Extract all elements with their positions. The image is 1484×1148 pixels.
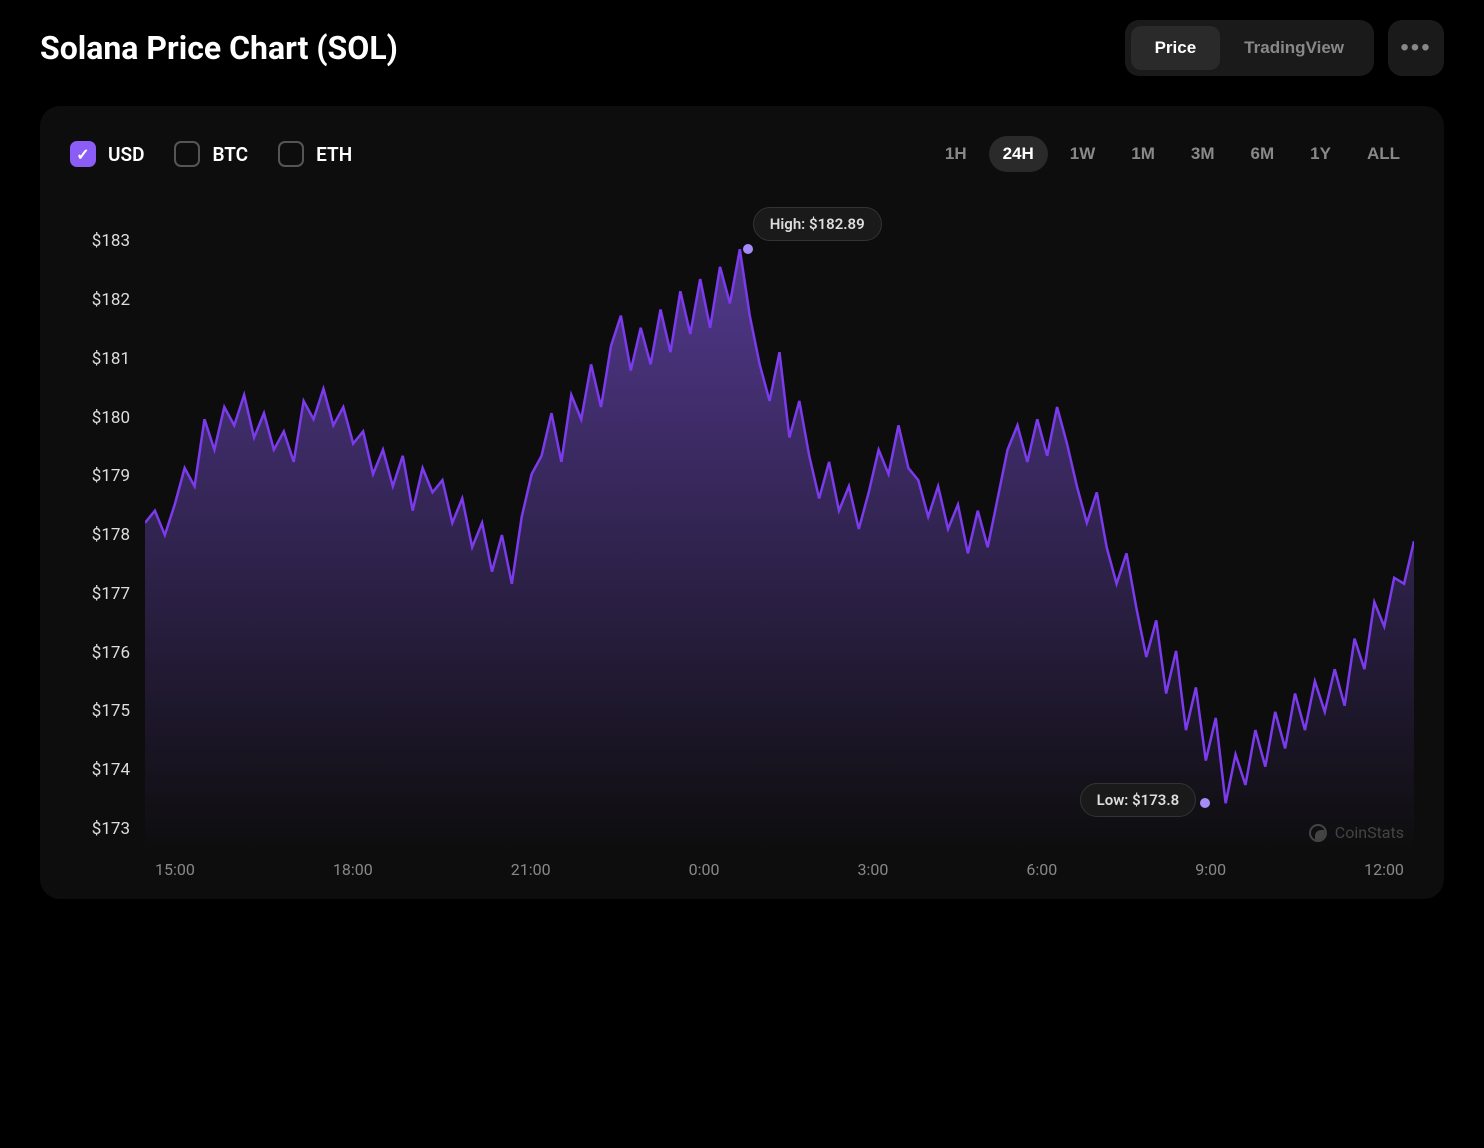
x-tick: 12:00 <box>1364 860 1404 879</box>
y-tick: $178 <box>92 525 130 545</box>
currency-eth[interactable]: ETH <box>278 141 352 167</box>
price-chart: $183 $182 $181 $180 $179 $178 $177 $176 $175 $174… <box>70 212 1414 879</box>
high-marker <box>743 244 753 254</box>
range-6m[interactable]: 6M <box>1237 136 1289 172</box>
x-tick: 21:00 <box>511 860 551 879</box>
range-1w[interactable]: 1W <box>1056 136 1110 172</box>
x-tick: 6:00 <box>1026 860 1057 879</box>
high-tooltip: High: $182.89 <box>753 207 882 241</box>
tab-tradingview[interactable]: TradingView <box>1220 26 1368 70</box>
x-tick: 3:00 <box>857 860 888 879</box>
y-tick: $175 <box>92 701 130 721</box>
low-marker <box>1200 798 1210 808</box>
more-button[interactable]: ••• <box>1388 20 1444 76</box>
range-24h[interactable]: 24H <box>989 136 1048 172</box>
y-tick: $174 <box>92 760 130 780</box>
x-tick: 0:00 <box>689 860 720 879</box>
tab-price[interactable]: Price <box>1131 26 1221 70</box>
range-group: 1H24H1W1M3M6M1YALL <box>931 136 1414 172</box>
y-tick: $176 <box>92 643 130 663</box>
y-tick: $181 <box>92 349 130 369</box>
checkbox-label: ETH <box>316 143 352 166</box>
watermark: CoinStats <box>1309 823 1404 842</box>
range-1y[interactable]: 1Y <box>1296 136 1345 172</box>
checkbox-icon <box>278 141 304 167</box>
coinstats-icon <box>1309 824 1327 842</box>
y-tick: $180 <box>92 408 130 428</box>
chart-area[interactable]: High: $182.89 Low: $173.8 CoinStats <box>145 212 1414 852</box>
view-tabs: Price TradingView <box>1125 20 1374 76</box>
chart-card: USDBTCETH 1H24H1W1M3M6M1YALL $183$182$18… <box>40 106 1444 899</box>
y-axis: $183 $182 $181 $180 $179 $178 $177 $176 $175 $174… <box>70 212 130 829</box>
y-tick: $173 <box>92 819 130 839</box>
watermark-text: CoinStats <box>1335 823 1404 842</box>
x-tick: 15:00 <box>155 860 195 879</box>
y-tick: $177 <box>92 584 130 604</box>
checkbox-icon <box>70 141 96 167</box>
low-tooltip: Low: $173.8 <box>1080 783 1197 817</box>
chart-svg <box>145 212 1414 852</box>
range-1m[interactable]: 1M <box>1117 136 1169 172</box>
x-tick: 9:00 <box>1195 860 1226 879</box>
y-tick: $179 <box>92 466 130 486</box>
currency-group: USD BTC ETH <box>70 141 352 167</box>
y-tick: $182 <box>92 290 130 310</box>
range-all[interactable]: ALL <box>1353 136 1414 172</box>
checkbox-label: USD <box>108 143 144 166</box>
page-title: Solana Price Chart (SOL) <box>40 29 398 67</box>
checkbox-icon <box>174 141 200 167</box>
checkbox-label: BTC <box>212 143 248 166</box>
y-tick: $183 <box>92 231 130 251</box>
range-1h[interactable]: 1H <box>931 136 981 172</box>
currency-btc[interactable]: BTC <box>174 141 248 167</box>
x-tick: 18:00 <box>333 860 373 879</box>
more-icon: ••• <box>1400 34 1431 62</box>
currency-usd[interactable]: USD <box>70 141 144 167</box>
range-3m[interactable]: 3M <box>1177 136 1229 172</box>
x-axis: 15:00 18:00 21:00 0:00 3:00 6:00 9:00 12:00 <box>145 860 1414 879</box>
